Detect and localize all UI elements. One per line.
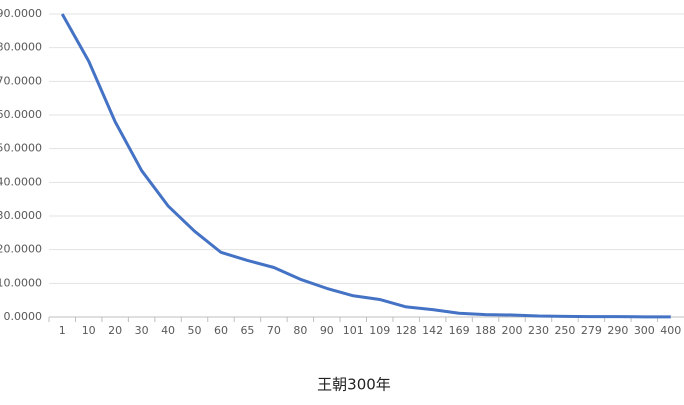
x-tick-label: 290 <box>607 324 628 337</box>
x-tick-label: 80 <box>293 324 307 337</box>
x-tick-label: 169 <box>449 324 470 337</box>
y-tick-label: 60.0000 <box>0 108 42 121</box>
x-tick-label: 109 <box>369 324 390 337</box>
x-tick-label: 50 <box>188 324 202 337</box>
x-axis-title: 王朝300年 <box>317 376 391 394</box>
x-tick-label: 142 <box>422 324 443 337</box>
y-tick-label: 70.0000 <box>0 74 42 87</box>
y-tick-label: 10.0000 <box>0 276 42 289</box>
x-tick-label: 10 <box>82 324 96 337</box>
x-tick-label: 300 <box>634 324 655 337</box>
x-tick-label: 20 <box>108 324 122 337</box>
x-tick-label: 30 <box>135 324 149 337</box>
x-tick-label: 90 <box>320 324 334 337</box>
y-tick-label: 40.0000 <box>0 175 42 188</box>
y-tick-label: 50.0000 <box>0 142 42 155</box>
x-tick-label: 1 <box>59 324 66 337</box>
y-tick-label: 80.0000 <box>0 41 42 54</box>
y-tick-label: 0.0000 <box>4 310 43 323</box>
x-tick-label: 70 <box>267 324 281 337</box>
y-tick-label: 30.0000 <box>0 209 42 222</box>
x-tick-label: 200 <box>502 324 523 337</box>
x-tick-label: 65 <box>240 324 254 337</box>
x-tick-label: 40 <box>161 324 175 337</box>
x-tick-label: 230 <box>528 324 549 337</box>
x-tick-label: 101 <box>343 324 364 337</box>
x-tick-label: 128 <box>396 324 417 337</box>
x-tick-label: 60 <box>214 324 228 337</box>
y-tick-label: 90.0000 <box>0 7 42 20</box>
x-tick-label: 400 <box>660 324 681 337</box>
x-tick-label: 279 <box>581 324 602 337</box>
y-tick-label: 20.0000 <box>0 243 42 256</box>
x-tick-label: 188 <box>475 324 496 337</box>
series-line <box>60 13 671 319</box>
x-tick-label: 250 <box>554 324 575 337</box>
